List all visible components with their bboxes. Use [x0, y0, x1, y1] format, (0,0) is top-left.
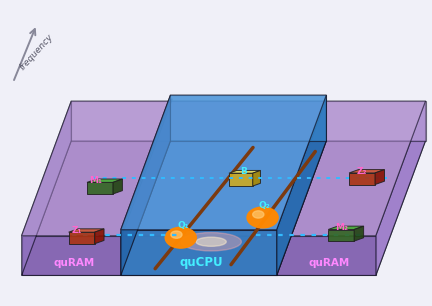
Polygon shape: [121, 99, 171, 275]
Polygon shape: [171, 95, 326, 141]
Polygon shape: [354, 226, 364, 241]
Polygon shape: [121, 95, 171, 275]
Ellipse shape: [165, 227, 196, 248]
Text: Q₁: Q₁: [177, 221, 189, 230]
Polygon shape: [71, 101, 426, 141]
Polygon shape: [95, 229, 104, 244]
Text: quRAM: quRAM: [53, 258, 94, 268]
Polygon shape: [69, 232, 95, 244]
Polygon shape: [276, 95, 326, 275]
Polygon shape: [121, 99, 172, 234]
Text: Z₂: Z₂: [357, 167, 367, 176]
Polygon shape: [229, 170, 260, 173]
Text: M₂: M₂: [335, 223, 348, 233]
Polygon shape: [276, 99, 326, 275]
Polygon shape: [121, 230, 276, 275]
Polygon shape: [121, 95, 326, 230]
Polygon shape: [349, 173, 375, 185]
Polygon shape: [328, 226, 364, 230]
Polygon shape: [22, 101, 71, 275]
Ellipse shape: [171, 231, 182, 238]
Polygon shape: [376, 101, 426, 275]
Polygon shape: [69, 229, 104, 232]
Text: Q₂: Q₂: [259, 201, 270, 210]
Text: Z₁: Z₁: [72, 226, 83, 235]
Polygon shape: [121, 141, 326, 275]
Polygon shape: [328, 230, 354, 241]
Polygon shape: [22, 101, 426, 236]
Ellipse shape: [181, 233, 241, 251]
Polygon shape: [87, 182, 113, 194]
Polygon shape: [253, 170, 260, 186]
Polygon shape: [87, 179, 122, 182]
Polygon shape: [22, 236, 376, 275]
Polygon shape: [22, 141, 426, 275]
Polygon shape: [349, 170, 384, 173]
Ellipse shape: [253, 211, 264, 218]
Text: B: B: [241, 167, 248, 176]
Polygon shape: [229, 173, 253, 186]
Text: quCPU: quCPU: [179, 256, 223, 269]
Polygon shape: [375, 170, 384, 185]
Ellipse shape: [247, 207, 278, 228]
Text: quRAM: quRAM: [308, 258, 349, 268]
Polygon shape: [113, 179, 122, 194]
Ellipse shape: [196, 237, 226, 246]
Text: M₁: M₁: [89, 176, 102, 185]
Text: frequency: frequency: [18, 32, 55, 72]
